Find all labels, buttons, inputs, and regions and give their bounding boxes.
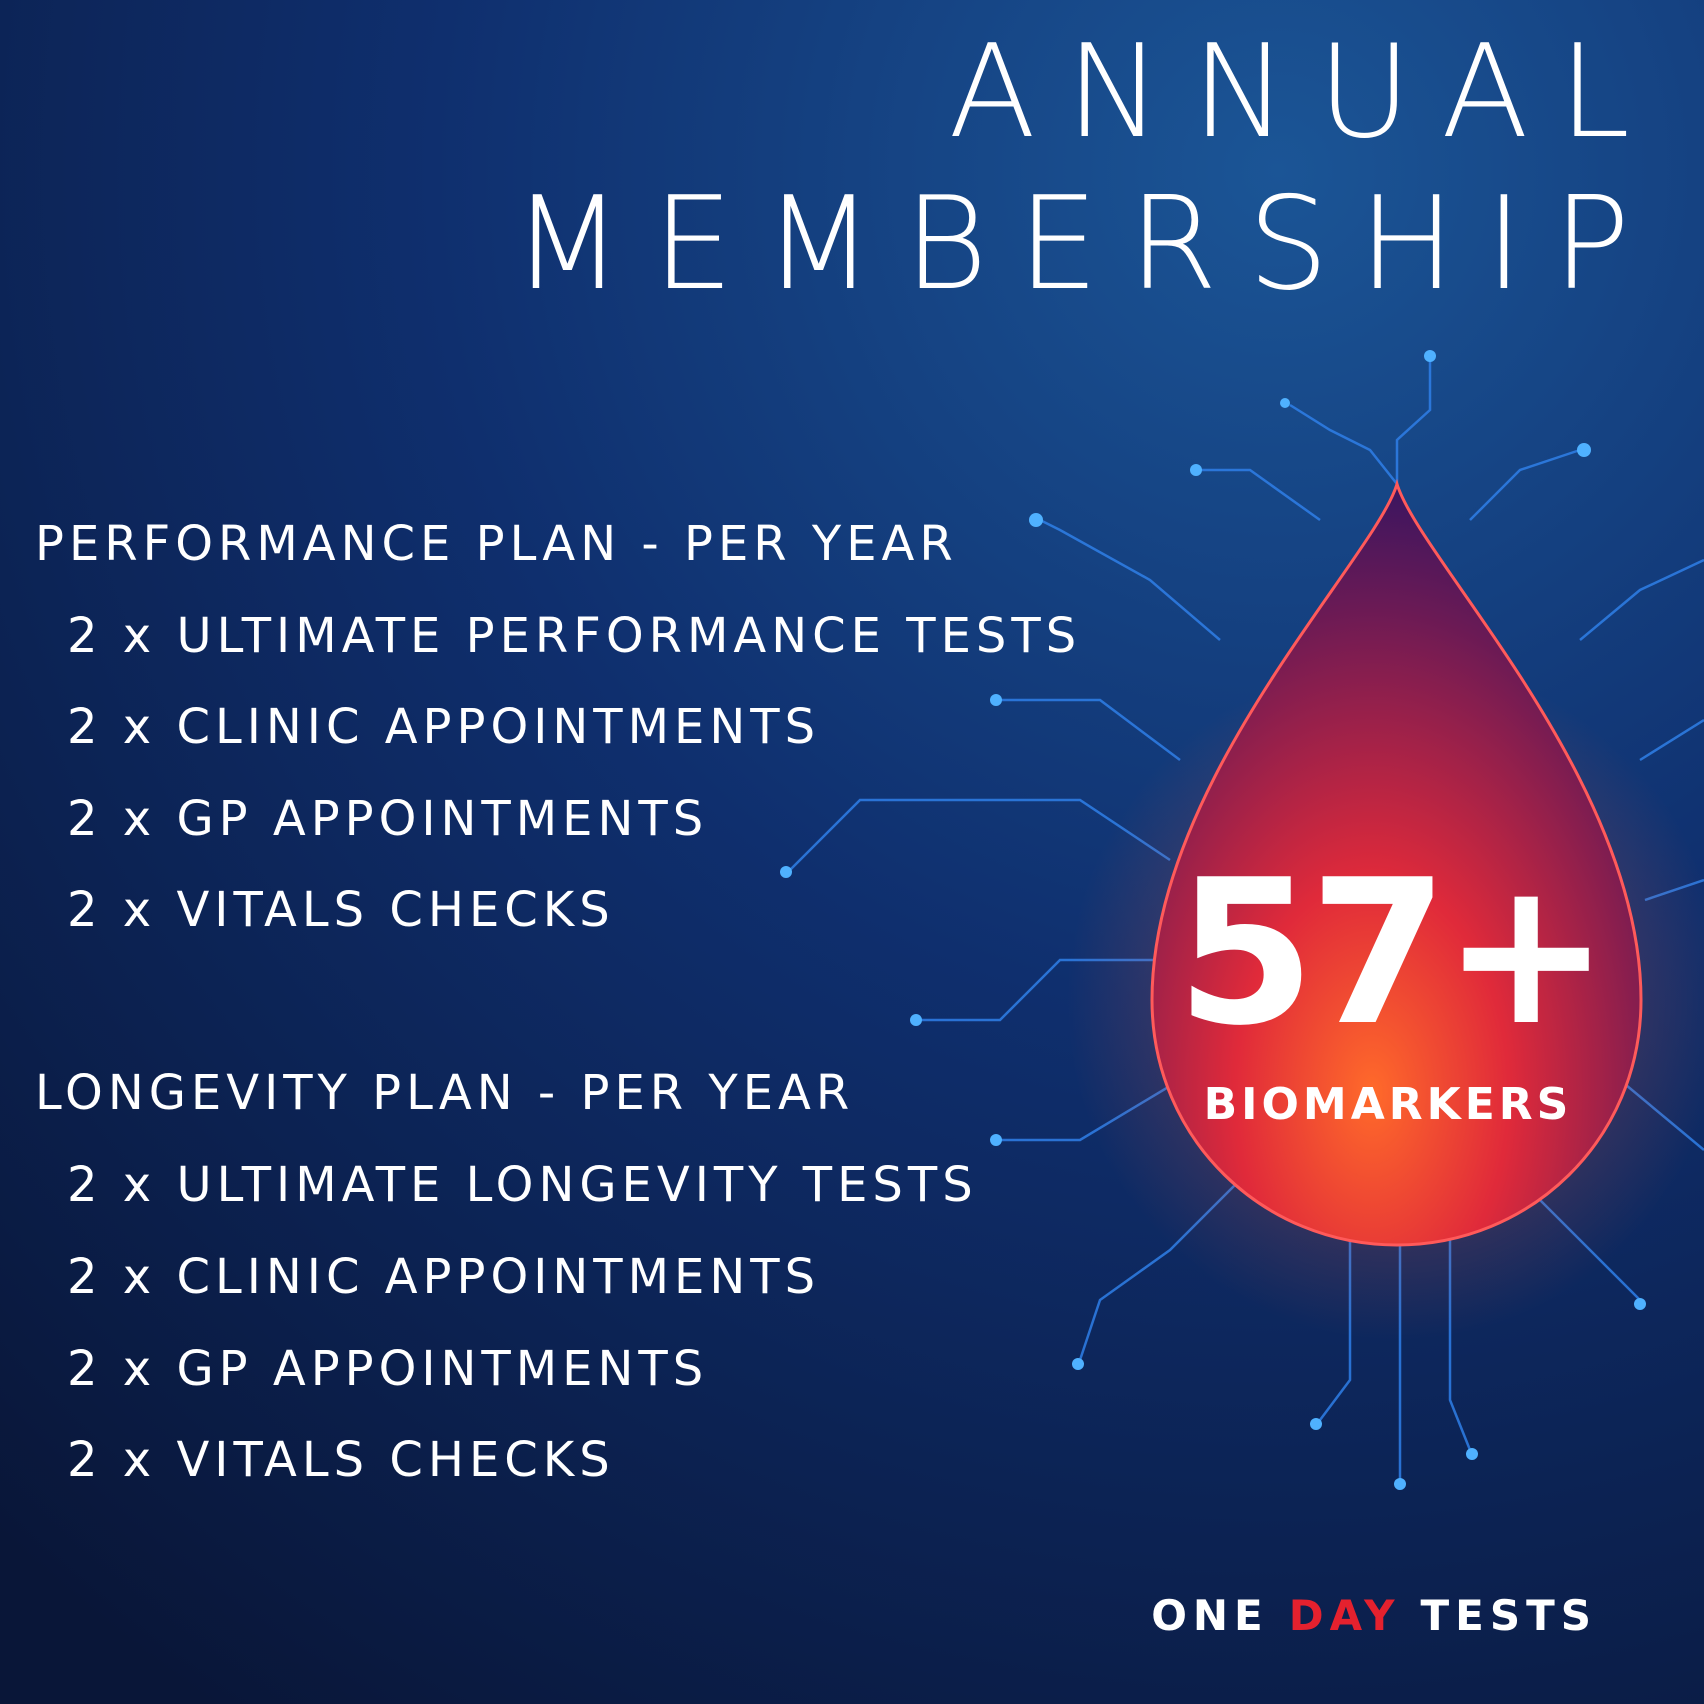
plan-item: 2 x VITALS CHECKS: [67, 882, 615, 938]
plan-item: 2 x ULTIMATE PERFORMANCE TESTS: [67, 608, 1081, 664]
plan-item: 2 x CLINIC APPOINTMENTS: [67, 699, 820, 755]
title-line: ANNUAL: [948, 18, 1660, 167]
plan-item: 2 x VITALS CHECKS: [67, 1432, 615, 1488]
plan-item: 2 x ULTIMATE LONGEVITY TESTS: [67, 1157, 978, 1213]
plan-heading: PERFORMANCE PLAN - PER YEAR: [35, 516, 958, 572]
plan-item: 2 x GP APPOINTMENTS: [67, 1341, 708, 1397]
logo-part: DAY: [1289, 1591, 1401, 1640]
blood-drop: [1150, 478, 1643, 1247]
badge-label: BIOMARKERS: [1204, 1079, 1573, 1130]
title-line: MEMBERSHIP: [512, 170, 1660, 319]
logo: ONE DAY TESTS: [1151, 1591, 1597, 1640]
logo-part: ONE: [1151, 1591, 1269, 1640]
badge-count: 57+: [1176, 837, 1604, 1070]
logo-part: TESTS: [1421, 1591, 1598, 1640]
plan-item: 2 x GP APPOINTMENTS: [67, 791, 708, 847]
plan-heading: LONGEVITY PLAN - PER YEAR: [35, 1065, 854, 1121]
plan-item: 2 x CLINIC APPOINTMENTS: [67, 1249, 820, 1305]
